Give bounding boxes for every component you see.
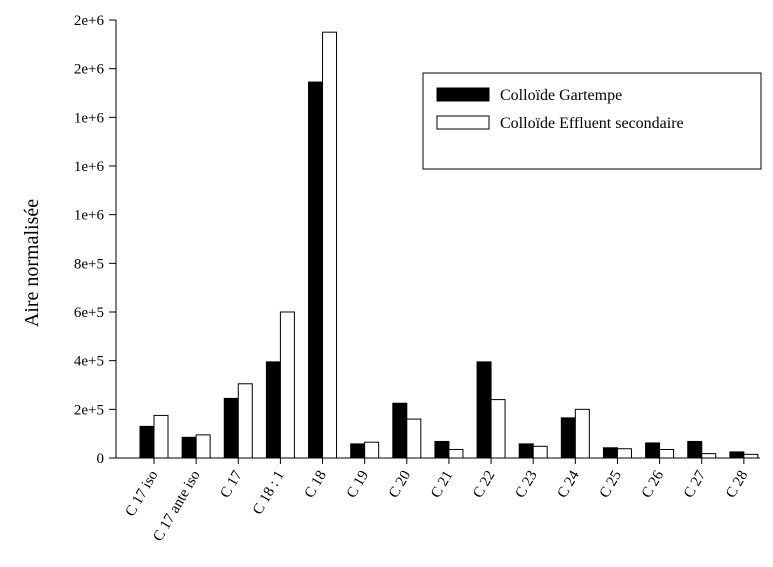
- y-tick-label: 0: [97, 451, 105, 467]
- bar-effluent-secondaire: [322, 31, 338, 459]
- x-tick-label: C 21: [428, 468, 456, 501]
- bar-gartempe: [223, 397, 239, 459]
- bar-gartempe: [434, 440, 450, 459]
- bar-gartempe: [729, 451, 745, 459]
- bars: [139, 31, 759, 459]
- x-tick-label: C 22: [470, 468, 498, 501]
- x-tick-label: C 25: [597, 468, 625, 501]
- bar-effluent-secondaire: [153, 414, 169, 459]
- y-axis-title: Aire normalisée: [21, 199, 43, 327]
- y-tick-label: 8e+5: [74, 256, 104, 272]
- x-tick-label: C 20: [386, 468, 414, 501]
- bar-effluent-secondaire: [743, 453, 759, 459]
- bar-gartempe: [308, 81, 324, 459]
- bar-gartempe: [687, 440, 703, 459]
- bar-gartempe: [139, 425, 155, 459]
- y-tick-label: 2e+6: [74, 13, 105, 29]
- bar-effluent-secondaire: [279, 311, 295, 459]
- x-tick-label: C 28: [723, 468, 751, 501]
- bar-gartempe: [392, 402, 408, 459]
- bar-effluent-secondaire: [659, 448, 675, 459]
- bar-effluent-secondaire: [237, 383, 253, 459]
- legend: Colloïde Gartempe Colloïde Effluent seco…: [422, 72, 762, 170]
- y-tick-label: 1e+6: [74, 159, 105, 175]
- y-tick-label: 1e+6: [74, 110, 105, 126]
- y-axis-ticks: 0 2e+5 4e+5 6e+5 8e+5 1e+6 1e+6 1e+6 2e+6 2e+6: [74, 13, 116, 467]
- bar-effluent-secondaire: [364, 441, 380, 459]
- bar-gartempe: [518, 443, 534, 459]
- x-tick-label: C 27: [681, 468, 709, 501]
- bar-effluent-secondaire: [574, 408, 590, 459]
- x-tick-label: C 19: [344, 468, 372, 501]
- bar-effluent-secondaire: [701, 453, 717, 459]
- y-tick-label: 2e+5: [74, 402, 104, 418]
- bar-effluent-secondaire: [195, 434, 211, 459]
- y-tick-label: 6e+5: [74, 305, 104, 321]
- bar-gartempe: [181, 436, 197, 459]
- x-tick-label: C 18 : 1: [250, 468, 288, 518]
- bar-gartempe: [602, 447, 618, 459]
- bar-effluent-secondaire: [490, 399, 506, 459]
- x-tick-label: C 24: [555, 468, 583, 501]
- legend-swatch-gartempe: [436, 87, 490, 102]
- bar-gartempe: [560, 417, 576, 459]
- bar-gartempe: [265, 361, 281, 459]
- bar-gartempe: [350, 443, 366, 459]
- bar-effluent-secondaire: [616, 448, 632, 459]
- bar-effluent-secondaire: [532, 445, 548, 459]
- bar-effluent-secondaire: [406, 418, 422, 459]
- legend-swatch-effluent: [436, 115, 490, 130]
- bar-effluent-secondaire: [448, 448, 464, 459]
- bar-gartempe: [476, 361, 492, 459]
- legend-label-gartempe: Colloïde Gartempe: [500, 87, 622, 104]
- x-tick-label: C 17 iso: [123, 468, 162, 519]
- x-tick-label: C 17: [217, 468, 245, 501]
- x-tick-label: C 26: [639, 468, 667, 501]
- bar-gartempe: [645, 442, 661, 459]
- x-tick-label: C 18: [302, 468, 330, 501]
- y-tick-label: 4e+5: [74, 354, 104, 370]
- legend-label-effluent: Colloïde Effluent secondaire: [500, 115, 684, 132]
- y-tick-label: 1e+6: [74, 208, 105, 224]
- y-tick-label: 2e+6: [74, 62, 105, 78]
- x-tick-label: C 23: [512, 468, 540, 501]
